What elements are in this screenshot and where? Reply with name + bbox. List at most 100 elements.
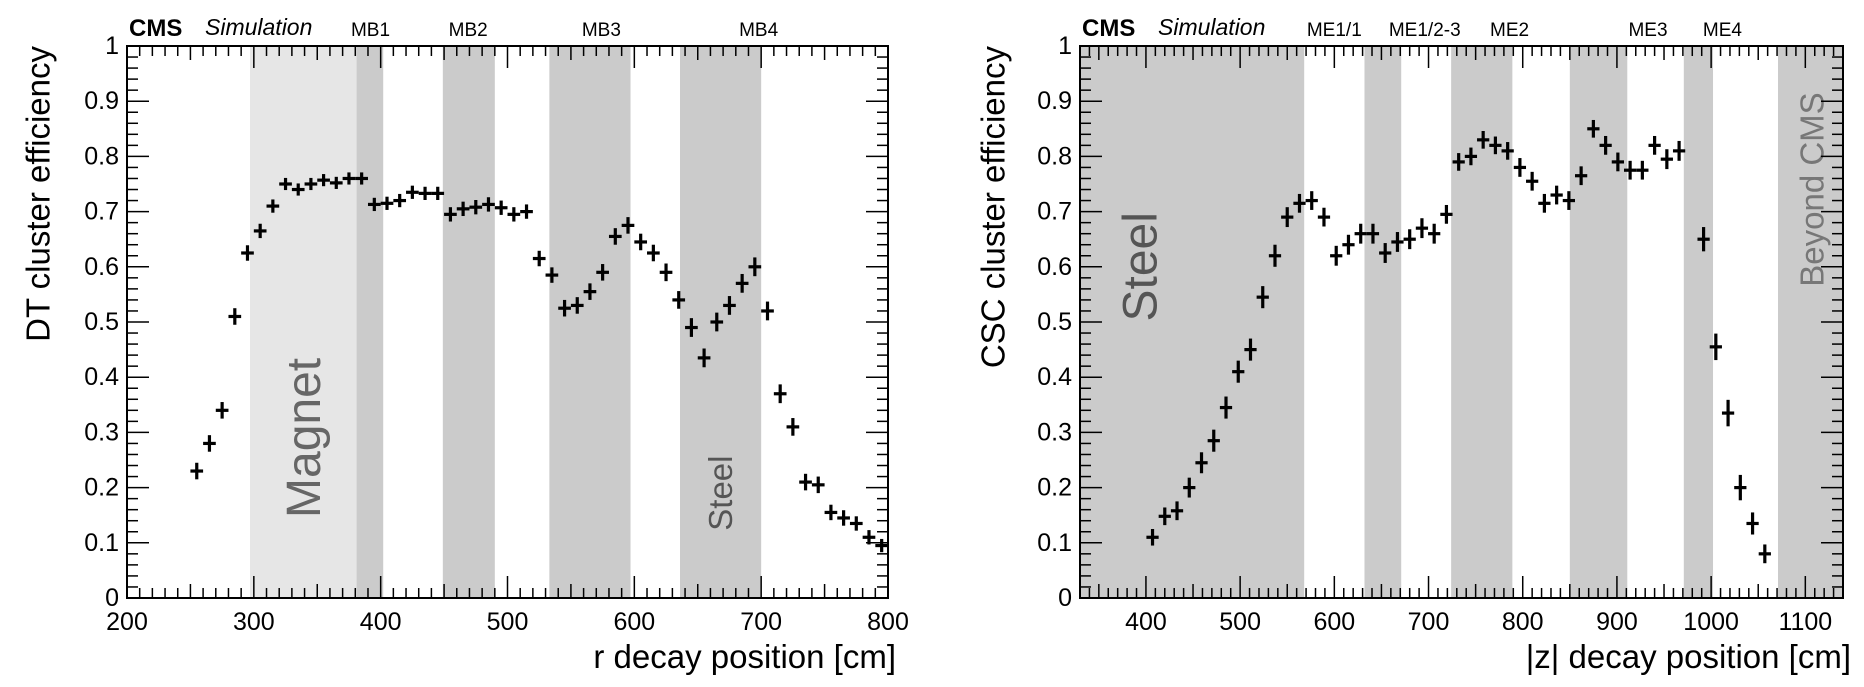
dt-y-axis-title: DT cluster efficiency bbox=[20, 46, 57, 342]
dt-data-point bbox=[647, 244, 660, 262]
csc-y-tick-label: 0.8 bbox=[1037, 142, 1072, 170]
csc-data-point bbox=[1562, 191, 1576, 210]
dt-data-point bbox=[355, 172, 368, 185]
csc-data-point bbox=[1513, 158, 1527, 177]
dt-status-label: Simulation bbox=[205, 14, 312, 40]
csc-data-point bbox=[1648, 135, 1661, 155]
csc-x-tick-label: 700 bbox=[1408, 608, 1450, 636]
csc-data-point bbox=[1342, 234, 1355, 255]
csc-data-point bbox=[1611, 152, 1624, 172]
dt-x-tick-label: 400 bbox=[360, 608, 402, 636]
dt-data-point bbox=[672, 291, 686, 309]
csc-data-point bbox=[1464, 147, 1478, 166]
dt-data-point bbox=[849, 516, 863, 531]
csc-x-tick-label: 1000 bbox=[1683, 608, 1739, 636]
csc-data-point bbox=[1293, 193, 1306, 213]
csc-data-point bbox=[1489, 136, 1502, 155]
csc-x-tick-label: 900 bbox=[1596, 608, 1638, 636]
csc-data-point bbox=[1746, 512, 1759, 535]
csc-region-4 bbox=[1683, 46, 1714, 598]
dt-data-point bbox=[367, 197, 381, 212]
csc-data-point bbox=[1256, 286, 1269, 309]
csc-data-point bbox=[1697, 227, 1710, 252]
dt-data-point bbox=[431, 186, 445, 201]
dt-data-point bbox=[545, 267, 559, 283]
csc-x-tick-label: 1100 bbox=[1778, 608, 1832, 636]
dt-y-tick-label: 0.9 bbox=[84, 87, 119, 115]
csc-data-point bbox=[1452, 153, 1465, 171]
csc-data-point bbox=[1636, 160, 1649, 180]
csc-data-point bbox=[1403, 229, 1416, 250]
dt-data-point bbox=[393, 193, 407, 208]
dt-data-point bbox=[558, 299, 571, 317]
dt-region-0 bbox=[250, 46, 357, 598]
dt-data-point bbox=[241, 245, 254, 261]
dt-data-point bbox=[228, 308, 242, 325]
csc-data-point bbox=[1587, 119, 1600, 138]
csc-data-point bbox=[1305, 191, 1318, 210]
csc-y-tick-label: 0.3 bbox=[1037, 418, 1072, 446]
dt-data-point bbox=[253, 223, 267, 239]
dt-data-point bbox=[697, 348, 711, 368]
csc-data-point bbox=[1219, 396, 1233, 419]
dt-data-point bbox=[824, 504, 838, 521]
csc-data-point bbox=[1354, 223, 1367, 244]
csc-data-point bbox=[1146, 529, 1159, 546]
dt-data-point bbox=[532, 250, 546, 267]
dt-data-point bbox=[444, 207, 457, 222]
dt-y-tick-label: 1 bbox=[105, 32, 119, 60]
csc-data-point bbox=[1440, 204, 1453, 224]
csc-data-point bbox=[1366, 223, 1380, 244]
dt-data-point bbox=[520, 204, 533, 219]
dt-y-tick-label: 0.3 bbox=[84, 418, 119, 446]
dt-x-tick-label: 500 bbox=[487, 608, 529, 636]
dt-x-tick-label: 600 bbox=[613, 608, 655, 636]
dt-y-tick-label: 0.1 bbox=[84, 529, 119, 557]
dt-data-point bbox=[507, 207, 521, 222]
csc-data-point bbox=[1501, 142, 1514, 160]
dt-data-point bbox=[494, 200, 508, 215]
dt-data-point bbox=[317, 174, 330, 187]
csc-data-point bbox=[1317, 207, 1331, 227]
csc-y-tick-label: 0.7 bbox=[1037, 198, 1072, 226]
dt-data-point bbox=[659, 263, 673, 282]
dt-y-tick-label: 0 bbox=[105, 584, 119, 612]
csc-station-label: ME3 bbox=[1628, 20, 1667, 41]
dt-data-point bbox=[811, 476, 825, 494]
csc-region-1 bbox=[1364, 46, 1402, 598]
dt-data-point bbox=[304, 177, 318, 191]
csc-data-point bbox=[1575, 166, 1588, 186]
dt-data-point bbox=[621, 217, 635, 234]
csc-data-point bbox=[1195, 452, 1208, 474]
csc-data-point bbox=[1207, 429, 1220, 452]
csc-experiment-label: CMS bbox=[1082, 15, 1135, 42]
csc-y-tick-label: 0 bbox=[1058, 584, 1072, 612]
csc-data-point bbox=[1379, 243, 1392, 263]
dt-data-point bbox=[875, 538, 888, 553]
dt-y-tick-label: 0.7 bbox=[84, 198, 119, 226]
csc-data-point bbox=[1709, 333, 1722, 361]
dt-y-tick-label: 0.6 bbox=[84, 253, 119, 281]
dt-data-point bbox=[380, 196, 394, 210]
csc-data-point bbox=[1660, 149, 1673, 170]
dt-station-label: MB3 bbox=[582, 20, 621, 41]
csc-data-point bbox=[1550, 185, 1563, 205]
csc-data-point bbox=[1672, 140, 1686, 161]
dt-x-tick-label: 300 bbox=[233, 608, 275, 636]
csc-x-axis-title: |z| decay position [cm] bbox=[1526, 638, 1851, 675]
csc-station-label: ME4 bbox=[1703, 20, 1743, 41]
csc-y-tick-label: 0.9 bbox=[1037, 87, 1072, 115]
csc-data-point bbox=[1599, 135, 1612, 155]
dt-data-point bbox=[215, 402, 229, 419]
dt-annotation-1: Steel bbox=[702, 456, 739, 531]
csc-data-point bbox=[1415, 218, 1429, 239]
csc-data-point bbox=[1538, 193, 1551, 213]
csc-y-tick-label: 0.5 bbox=[1037, 308, 1072, 336]
csc-x-tick-label: 400 bbox=[1125, 608, 1167, 636]
csc-region-0 bbox=[1080, 46, 1305, 598]
dt-data-point bbox=[634, 233, 648, 251]
dt-data-point bbox=[799, 473, 812, 491]
csc-x-tick-label: 800 bbox=[1502, 608, 1544, 636]
dt-data-point bbox=[266, 199, 280, 213]
dt-region-3 bbox=[549, 46, 631, 598]
